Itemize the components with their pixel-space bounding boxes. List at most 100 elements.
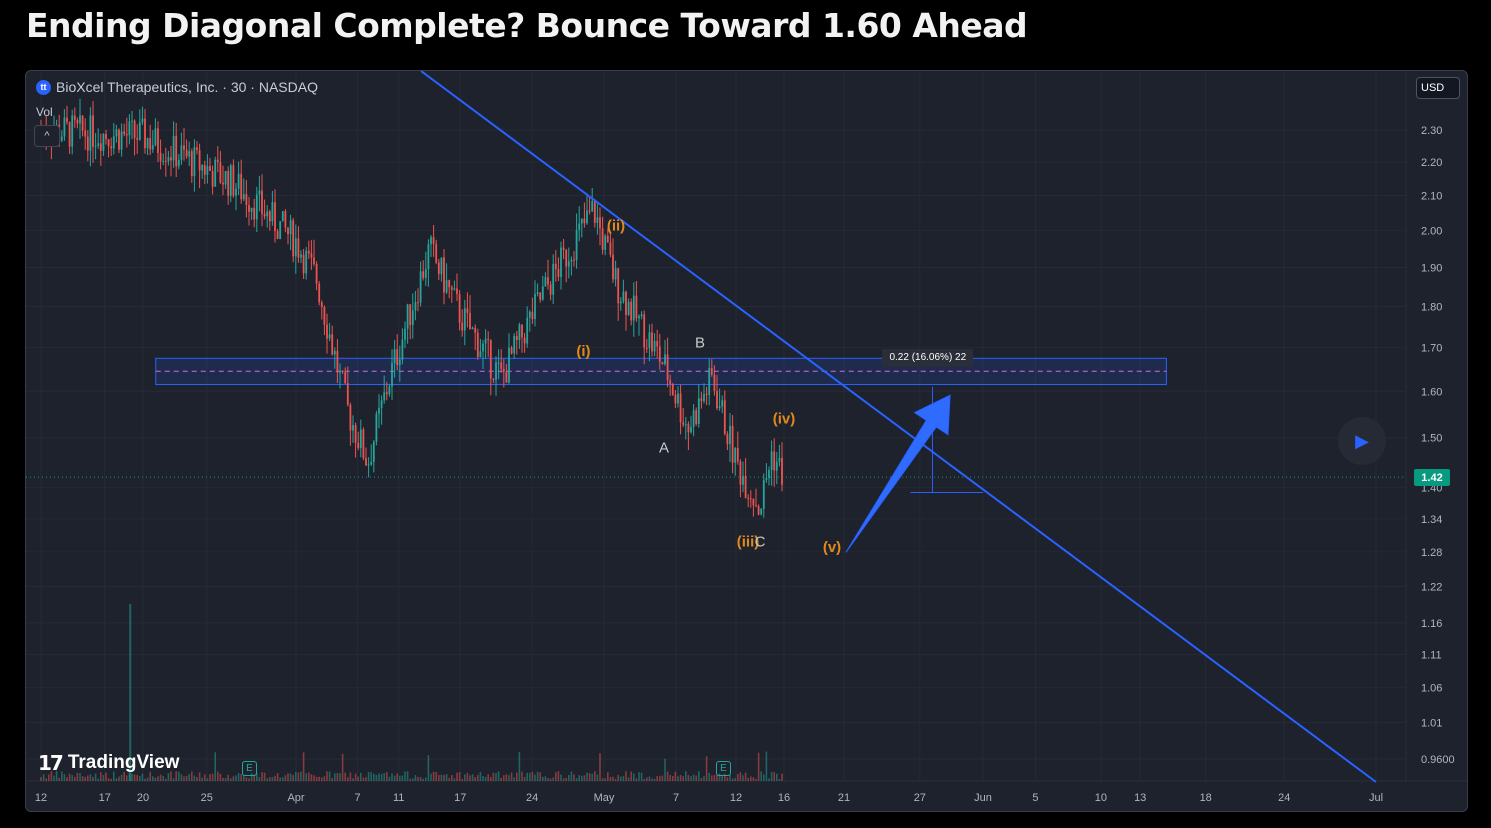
candle-body [682,422,685,425]
volume-bar [677,776,679,781]
volume-bar [760,771,762,781]
candle-body [339,370,341,373]
candle-body [146,138,149,149]
candle-body [695,410,698,424]
earnings-icon[interactable]: E [716,761,731,776]
candle-body [235,188,237,196]
candle-body [630,301,633,321]
candle-body [622,291,625,302]
volume-bar [414,775,417,781]
volume-bar [721,774,723,781]
candle-body [703,393,705,402]
volume-bar [664,758,666,781]
earnings-icon[interactable]: E [242,761,257,776]
volume-bar [129,604,132,781]
candle-body [323,307,326,325]
candle-body [664,354,666,365]
candle-body [136,137,139,140]
volume-bar [263,772,266,781]
volume-bar [469,775,471,781]
volume-bar [708,772,710,781]
candle-body [289,220,292,235]
candle-body [609,242,612,255]
candle-body [471,327,474,330]
candle-body [554,263,557,270]
candle-body [214,159,217,187]
candle-body [240,173,243,200]
chart-panel[interactable]: 2.30 2.20 2.10 2.00 1.90 1.80 1.70 1.60 1.50 1.40… [25,70,1468,812]
symbol-title[interactable]: BioXcel Therapeutics, Inc. · 30 · NASDAQ [56,79,318,95]
volume-bar [373,773,375,781]
volume-bar [698,771,700,781]
wave-label: (iii) [737,533,760,550]
volume-bar [302,752,305,781]
volume-bar [510,772,513,781]
candle-body [245,194,248,206]
candle-body [362,429,365,459]
candle-body [206,166,209,175]
volume-bar [235,775,237,781]
candle-body [294,238,297,257]
candle-body [375,413,378,442]
volume-bar [248,778,250,781]
candle-body [536,292,539,294]
volume-bar [370,772,372,781]
volume-bar [495,773,497,781]
x-axis-tick-label: 24 [1278,792,1290,804]
candle-body [523,337,526,344]
candle-body [406,304,409,329]
volume-bar [224,778,227,781]
volume-bar [490,777,492,781]
volume-bar [461,778,463,781]
price-chart[interactable]: 2.302.202.102.001.901.801.701.601.501.40… [26,71,1467,811]
candle-body [346,383,349,405]
volume-bar [253,774,255,781]
candle-body [125,134,128,136]
candle-body [684,424,687,426]
jump-to-realtime-button[interactable]: ▶ [1338,417,1386,465]
volume-bar [505,774,508,781]
collapse-legend-button[interactable]: ^ [34,125,60,147]
volume-bar [419,777,422,781]
wave-label: B [695,335,705,352]
volume-bar [321,777,323,781]
currency-button[interactable]: USD [1416,77,1460,99]
volume-bar [682,776,684,781]
volume-bar [183,776,185,781]
volume-bar [391,773,393,781]
volume-bar [479,771,482,781]
candle-body [105,134,107,140]
volume-bar [292,774,294,781]
x-axis-tick-label: 7 [673,792,679,804]
candle-body [216,159,219,162]
volume-bar [326,771,328,781]
candle-body [619,301,622,304]
candle-body [671,384,674,395]
candle-body [396,349,399,366]
x-axis-tick-label: 20 [137,792,149,804]
volume-indicator-label[interactable]: Vol [36,105,53,119]
volume-bar [464,774,466,781]
volume-bar [557,771,560,781]
volume-bar [596,774,599,781]
candle-body [474,327,477,333]
candle-body [570,259,573,262]
candle-body [708,368,711,395]
candle-body [617,268,620,304]
candle-body [573,259,575,261]
volume-bar [713,775,716,781]
candle-body [515,335,518,341]
candle-body [144,118,146,149]
x-axis-tick-label: 12 [35,792,47,804]
wave-label: (iv) [773,410,796,427]
candle-body [648,332,651,349]
candle-body [731,425,734,463]
tradingview-logo[interactable]: 17 TradingView [38,751,179,775]
volume-bar [198,772,201,781]
x-axis-tick-label: Jun [974,792,992,804]
volume-bar [768,778,770,781]
wave-label: A [659,439,669,456]
y-axis-tick-label: 1.28 [1421,547,1442,559]
volume-bar [92,776,94,781]
volume-bar [477,774,479,781]
